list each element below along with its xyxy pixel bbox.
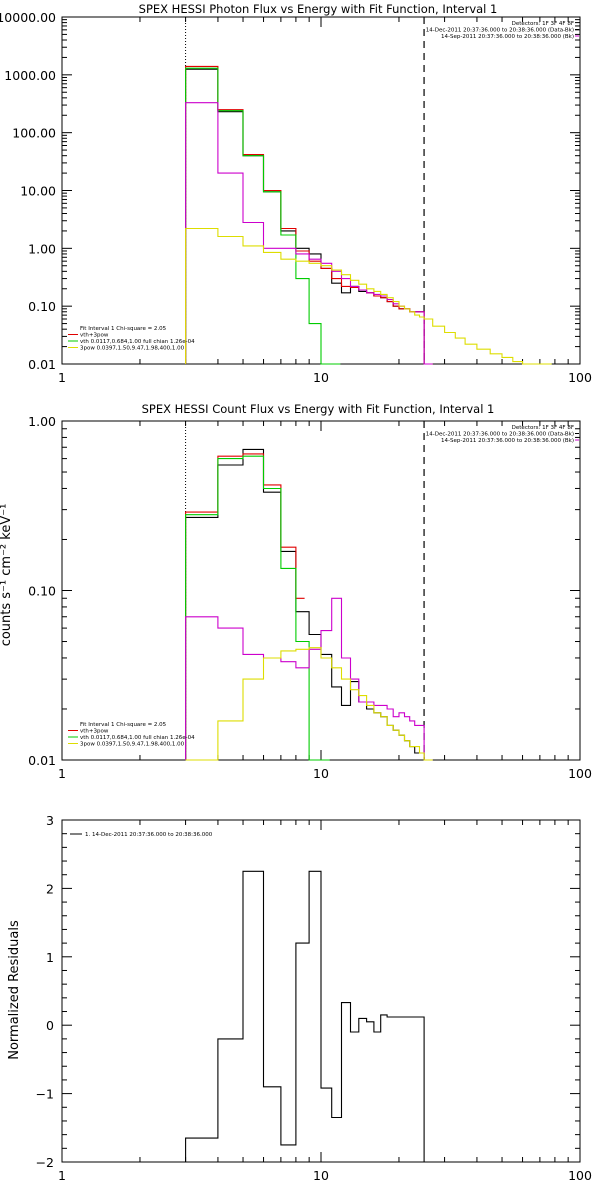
y-tick-label: 1 bbox=[46, 950, 54, 965]
y-tick-label: 0.10 bbox=[28, 584, 56, 599]
count-chart-title: SPEX HESSI Count Flux vs Energy with Fit… bbox=[142, 402, 495, 416]
photon-chart-title: SPEX HESSI Photon Flux vs Energy with Fi… bbox=[139, 2, 498, 16]
header-legend-text: 14-Dec-2011 20:37:36.000 to 20:38:36.000… bbox=[426, 432, 574, 438]
fit-legend-text: vth 0.0117,0.684,1.00 full chian 1.26e-0… bbox=[80, 735, 195, 741]
plot-frame bbox=[61, 420, 581, 761]
x-tick-label: 10 bbox=[313, 1168, 329, 1183]
y-tick-label: 3 bbox=[46, 813, 54, 828]
x-tick-label: 1 bbox=[58, 766, 66, 781]
header-legend-text: 14-Sep-2011 20:37:36.000 to 20:38:36.000… bbox=[441, 438, 574, 444]
series-line-0 bbox=[185, 870, 433, 1163]
count-flux-panel: SPEX HESSI Count Flux vs Energy with Fit… bbox=[0, 402, 592, 781]
x-tick-label: 100 bbox=[568, 766, 592, 781]
header-legend-text: 14-Dec-2011 20:37:36.000 to 20:38:36.000… bbox=[426, 28, 574, 34]
fit-legend-text: Fit Interval 1 Chi-square = 2.05 bbox=[80, 722, 167, 728]
plot-frame bbox=[61, 16, 581, 365]
x-tick-label: 10 bbox=[313, 370, 329, 385]
residuals-y-axis-label: Normalized Residuals bbox=[7, 920, 22, 1060]
x-tick-label: 100 bbox=[568, 370, 592, 385]
y-tick-label: 1000.00 bbox=[4, 68, 56, 83]
photon-flux-panel: SPEX HESSI Photon Flux vs Energy with Fi… bbox=[0, 2, 592, 385]
fit-legend-text: vth+3pow bbox=[80, 333, 109, 339]
fit-legend-text: 3pow 0.0397,1.50,9.47,1.98,400,1.00 bbox=[80, 742, 185, 748]
fit-legend-text: vth 0.0117,0.684,1.00 full chian 1.26e-0… bbox=[80, 339, 195, 345]
series-line-1 bbox=[185, 453, 305, 760]
y-tick-label: 1.00 bbox=[28, 241, 56, 256]
fit-legend-text: vth+3pow bbox=[80, 729, 109, 735]
count-y-axis-label: counts s⁻¹ cm⁻² keV⁻¹ bbox=[0, 504, 14, 647]
y-tick-label: −2 bbox=[36, 1155, 54, 1170]
fit-legend-text: 3pow 0.0397,1.50,9.47,1.98,400,1.00 bbox=[80, 346, 185, 352]
series-line-4 bbox=[185, 227, 552, 365]
y-tick-label: 100.00 bbox=[12, 126, 56, 141]
x-tick-label: 1 bbox=[58, 1168, 66, 1183]
series-line-3 bbox=[185, 102, 433, 365]
y-tick-label: −1 bbox=[36, 1087, 54, 1102]
header-legend-text: Detectors: 1F 3F 4F 8F bbox=[512, 21, 574, 27]
y-tick-label: 10.00 bbox=[20, 184, 56, 199]
series-line-1 bbox=[185, 65, 433, 365]
y-tick-label: 2 bbox=[46, 881, 54, 896]
series-line-2 bbox=[185, 67, 341, 365]
y-tick-label: 0.10 bbox=[28, 299, 56, 314]
fit-legend-text: Fit Interval 1 Chi-square = 2.05 bbox=[80, 326, 167, 332]
x-tick-label: 1 bbox=[58, 370, 66, 385]
header-legend-text: Detectors: 1F 3F 4F 8F bbox=[512, 425, 574, 431]
y-tick-label: 0 bbox=[46, 1018, 54, 1033]
y-tick-label: 1.00 bbox=[28, 414, 56, 429]
residuals-panel: Normalized Residuals 1 10 100 −2 −1 0 1 2 3 1. 14… bbox=[7, 813, 592, 1183]
residuals-legend-text: 1. 14-Dec-2011 20:37:36.000 to 20:38:36.… bbox=[85, 832, 213, 838]
header-legend-text: 14-Sep-2011 20:37:36.000 to 20:38:36.000… bbox=[441, 34, 574, 40]
x-tick-label: 10 bbox=[313, 766, 329, 781]
y-tick-label: 0.01 bbox=[28, 753, 56, 768]
series-line-2 bbox=[185, 455, 330, 761]
series-line-4 bbox=[185, 647, 433, 761]
y-tick-label: 10000.00 bbox=[0, 10, 56, 25]
x-tick-label: 100 bbox=[568, 1168, 592, 1183]
y-tick-label: 0.01 bbox=[28, 357, 56, 372]
